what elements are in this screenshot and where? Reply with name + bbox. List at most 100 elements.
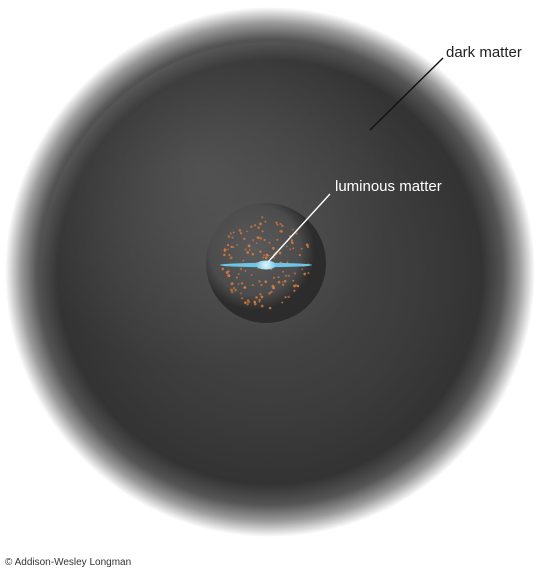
star-dot [296, 284, 300, 288]
star-dot [243, 286, 247, 289]
star-dot [225, 271, 229, 274]
star-dot [257, 226, 260, 229]
star-dot [268, 292, 271, 295]
star-dot [239, 231, 243, 235]
star-dot [300, 247, 303, 250]
star-dot [305, 243, 309, 247]
star-dot [237, 273, 240, 275]
star-dot [223, 253, 226, 257]
galactic-disk [220, 260, 312, 270]
star-dot [231, 290, 234, 294]
star-dot [281, 301, 284, 304]
star-dot [262, 256, 265, 259]
star-dot [264, 280, 268, 284]
star-dot [244, 248, 247, 251]
star-dot [273, 256, 275, 259]
star-dot [230, 288, 233, 292]
star-dot [248, 248, 251, 251]
star-dot [236, 244, 238, 246]
dark-matter-label: dark matter [446, 44, 522, 61]
star-dot [238, 228, 242, 232]
star-dot [279, 229, 282, 233]
star-dot [298, 254, 301, 257]
star-dot [223, 248, 226, 251]
star-dot [232, 231, 235, 234]
star-dot [293, 284, 296, 288]
star-dot [227, 235, 231, 238]
star-dot [272, 276, 276, 279]
star-dot [259, 292, 262, 296]
star-dot [229, 232, 232, 235]
copyright-notice: © Addison-Wesley Longman [5, 557, 132, 568]
star-dot [295, 232, 298, 235]
star-dot [283, 279, 287, 283]
star-dot [237, 283, 240, 285]
star-dot [291, 241, 294, 244]
star-dot [260, 304, 264, 308]
star-dot [227, 248, 230, 251]
star-dot [258, 298, 261, 302]
star-dot [306, 245, 310, 249]
luminous-matter-label: luminous matter [335, 178, 442, 195]
star-dot [230, 245, 234, 249]
star-dot [228, 253, 231, 257]
star-dot [271, 246, 275, 250]
star-dot [233, 287, 236, 290]
star-dot [259, 250, 262, 253]
star-dot [258, 280, 261, 283]
star-dot [286, 261, 289, 264]
star-dot [271, 284, 275, 288]
star-dot [227, 274, 231, 278]
star-dot [287, 274, 290, 278]
star-dot [247, 244, 251, 248]
star-dot [293, 289, 296, 292]
star-dot [253, 300, 257, 304]
star-dot [223, 249, 226, 253]
star-dot [287, 295, 290, 299]
star-dot [282, 283, 285, 286]
star-dot [258, 300, 261, 303]
star-dot [291, 228, 294, 231]
star-dot [278, 251, 282, 255]
star-dot [268, 306, 272, 310]
star-dot [244, 301, 247, 304]
star-dot [242, 237, 246, 241]
star-dot [240, 297, 244, 300]
star-dot [229, 256, 233, 260]
star-dot [307, 271, 310, 275]
star-dot [293, 272, 297, 275]
star-dot [250, 225, 253, 228]
star-dot [242, 259, 245, 262]
star-dot [277, 280, 281, 284]
star-dot [250, 274, 253, 276]
star-dot [234, 289, 237, 292]
star-dot [265, 253, 269, 257]
star-dot [231, 236, 234, 239]
star-dot [275, 221, 278, 225]
star-dot [231, 282, 234, 285]
star-dot [263, 254, 265, 256]
star-dot [239, 267, 243, 271]
star-dot [260, 216, 264, 219]
star-dot [289, 248, 292, 251]
star-dot [227, 244, 230, 247]
star-dot [301, 268, 304, 271]
star-dot [235, 276, 238, 279]
star-dot [259, 222, 262, 226]
star-dot [282, 270, 285, 273]
star-dot [284, 296, 287, 299]
star-dot [279, 222, 282, 226]
star-dot [303, 272, 307, 276]
star-dot [285, 245, 288, 248]
luminous-matter-leader-line [267, 193, 331, 263]
star-dot [244, 270, 247, 272]
star-dot [246, 251, 250, 254]
star-dot [268, 241, 271, 244]
star-dot [290, 239, 294, 242]
dark-matter-leader-line [369, 57, 444, 131]
star-dot [251, 283, 255, 287]
star-dot [255, 296, 258, 299]
star-dot [263, 239, 266, 242]
star-dot [292, 247, 295, 250]
star-dot [276, 223, 279, 226]
